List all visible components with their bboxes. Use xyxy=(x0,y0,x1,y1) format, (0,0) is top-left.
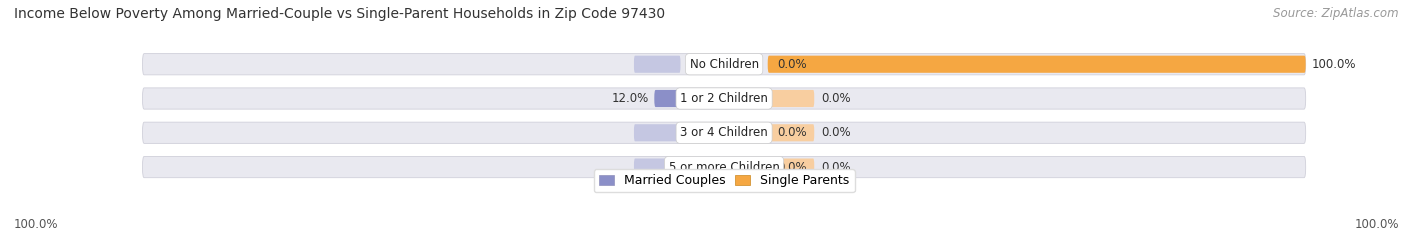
Text: 0.0%: 0.0% xyxy=(778,58,807,71)
Text: 5 or more Children: 5 or more Children xyxy=(669,161,779,174)
FancyBboxPatch shape xyxy=(634,56,681,73)
Text: 0.0%: 0.0% xyxy=(821,161,851,174)
Text: 0.0%: 0.0% xyxy=(778,161,807,174)
Text: Income Below Poverty Among Married-Couple vs Single-Parent Households in Zip Cod: Income Below Poverty Among Married-Coupl… xyxy=(14,7,665,21)
FancyBboxPatch shape xyxy=(768,90,814,107)
FancyBboxPatch shape xyxy=(142,122,1306,143)
FancyBboxPatch shape xyxy=(768,56,1306,73)
Text: 3 or 4 Children: 3 or 4 Children xyxy=(681,126,768,139)
Text: 0.0%: 0.0% xyxy=(821,126,851,139)
Text: 100.0%: 100.0% xyxy=(14,218,59,231)
Text: 100.0%: 100.0% xyxy=(1312,58,1355,71)
FancyBboxPatch shape xyxy=(142,156,1306,178)
Legend: Married Couples, Single Parents: Married Couples, Single Parents xyxy=(593,169,855,192)
Text: 100.0%: 100.0% xyxy=(1354,218,1399,231)
Text: 0.0%: 0.0% xyxy=(778,126,807,139)
Text: 12.0%: 12.0% xyxy=(612,92,648,105)
Text: 0.0%: 0.0% xyxy=(821,92,851,105)
FancyBboxPatch shape xyxy=(634,158,681,176)
Text: 1 or 2 Children: 1 or 2 Children xyxy=(681,92,768,105)
FancyBboxPatch shape xyxy=(634,124,681,141)
Text: No Children: No Children xyxy=(689,58,759,71)
FancyBboxPatch shape xyxy=(654,90,681,107)
Text: Source: ZipAtlas.com: Source: ZipAtlas.com xyxy=(1274,7,1399,20)
FancyBboxPatch shape xyxy=(768,124,814,141)
FancyBboxPatch shape xyxy=(768,158,814,176)
FancyBboxPatch shape xyxy=(142,88,1306,109)
FancyBboxPatch shape xyxy=(142,54,1306,75)
